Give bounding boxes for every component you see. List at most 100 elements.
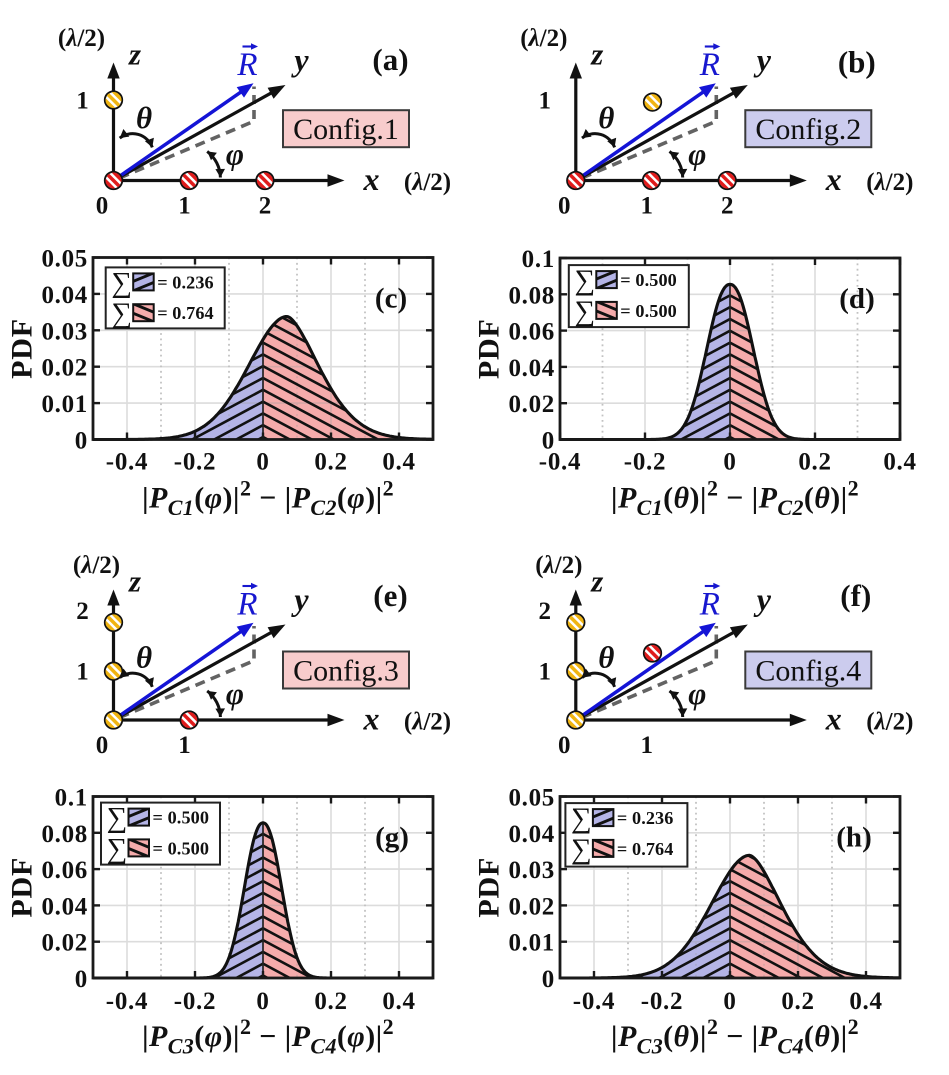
svg-text:0.2: 0.2	[314, 988, 347, 1015]
svg-text:x: x	[825, 161, 842, 197]
svg-text:PDF: PDF	[473, 318, 506, 379]
svg-text:1: 1	[178, 193, 191, 220]
svg-text:(e): (e)	[373, 578, 407, 613]
svg-text:(λ/2): (λ/2)	[404, 169, 451, 196]
svg-text:-0.4: -0.4	[106, 988, 148, 1015]
svg-text:0.02: 0.02	[41, 355, 88, 382]
svg-text:0.01: 0.01	[508, 930, 555, 957]
svg-text:x: x	[363, 161, 380, 197]
svg-text:0.02: 0.02	[41, 930, 88, 957]
svg-text:0.04: 0.04	[41, 282, 88, 309]
svg-text:= 0.236: = 0.236	[617, 808, 674, 828]
svg-text:Config.2: Config.2	[755, 113, 861, 146]
svg-text:0: 0	[723, 449, 736, 476]
svg-text:(b): (b)	[838, 45, 876, 80]
svg-text:0: 0	[542, 428, 555, 455]
svg-text:Config.3: Config.3	[293, 655, 399, 688]
svg-text:0.08: 0.08	[41, 821, 88, 848]
svg-text:0: 0	[96, 193, 109, 220]
svg-text:(λ/2): (λ/2)	[866, 169, 913, 196]
svg-text:(d): (d)	[839, 283, 874, 315]
svg-text:-0.2: -0.2	[174, 988, 216, 1015]
svg-text:0.04: 0.04	[508, 355, 555, 382]
svg-text:0.2: 0.2	[314, 449, 347, 476]
svg-text:0.4: 0.4	[382, 449, 415, 476]
svg-text:0: 0	[96, 732, 109, 759]
svg-text:φ: φ	[226, 676, 244, 711]
svg-text:0.01: 0.01	[41, 391, 88, 418]
svg-text:0: 0	[75, 428, 88, 455]
svg-text:PDF: PDF	[473, 857, 506, 918]
svg-text:0.06: 0.06	[508, 319, 555, 346]
svg-text:0.1: 0.1	[55, 785, 88, 812]
svg-text:2: 2	[539, 598, 552, 625]
svg-text:0: 0	[256, 449, 269, 476]
svg-text:(h): (h)	[836, 822, 871, 854]
svg-text:y: y	[753, 42, 772, 78]
svg-text:-0.4: -0.4	[573, 988, 615, 1015]
svg-text:R: R	[236, 587, 257, 623]
svg-text:0.03: 0.03	[508, 857, 555, 884]
svg-text:0.4: 0.4	[883, 449, 916, 476]
svg-text:R: R	[699, 587, 720, 623]
svg-text:1: 1	[76, 659, 89, 686]
svg-text:∑: ∑	[574, 295, 595, 327]
svg-text:φ: φ	[688, 676, 706, 711]
svg-text:θ: θ	[136, 100, 152, 135]
svg-text:(λ/2): (λ/2)	[535, 552, 582, 579]
svg-text:-0.4: -0.4	[539, 449, 581, 476]
svg-text:-0.2: -0.2	[624, 449, 666, 476]
svg-text:∑: ∑	[111, 298, 132, 330]
svg-text:θ: θ	[598, 100, 614, 135]
svg-text:1: 1	[641, 193, 654, 220]
svg-text:2: 2	[259, 193, 272, 220]
svg-text:-0.2: -0.2	[174, 449, 216, 476]
svg-text:PDF: PDF	[6, 857, 39, 918]
svg-text:0: 0	[558, 193, 571, 220]
svg-text:y: y	[290, 581, 309, 617]
svg-text:Config.1: Config.1	[293, 113, 399, 146]
svg-text:0: 0	[723, 988, 736, 1015]
svg-text:(g): (g)	[375, 822, 409, 854]
svg-text:PDF: PDF	[6, 318, 39, 379]
svg-text:y: y	[753, 581, 772, 617]
svg-text:= 0.500: = 0.500	[153, 838, 210, 858]
svg-text:0: 0	[558, 732, 571, 759]
svg-text:0.04: 0.04	[508, 821, 555, 848]
svg-text:-0.2: -0.2	[641, 988, 683, 1015]
svg-text:(λ/2): (λ/2)	[73, 552, 120, 579]
svg-text:0.4: 0.4	[382, 988, 415, 1015]
svg-text:∑: ∑	[111, 267, 132, 299]
svg-text:= 0.236: = 0.236	[157, 272, 214, 292]
svg-text:(f): (f)	[840, 578, 871, 613]
svg-text:1: 1	[539, 88, 552, 115]
svg-text:= 0.500: = 0.500	[153, 808, 210, 828]
svg-text:1: 1	[178, 732, 191, 759]
svg-text:θ: θ	[598, 640, 614, 675]
svg-text:0: 0	[542, 966, 555, 993]
svg-text:-0.4: -0.4	[106, 449, 148, 476]
svg-text:1: 1	[539, 659, 552, 686]
svg-text:0.06: 0.06	[41, 857, 88, 884]
svg-text:0.08: 0.08	[508, 282, 555, 309]
svg-text:0.4: 0.4	[849, 988, 882, 1015]
svg-text:0.2: 0.2	[798, 449, 831, 476]
svg-text:0.05: 0.05	[41, 246, 88, 273]
svg-text:(λ/2): (λ/2)	[404, 709, 451, 736]
svg-text:z: z	[590, 37, 603, 72]
svg-text:0.05: 0.05	[508, 785, 555, 812]
svg-text:z: z	[128, 564, 141, 599]
svg-text:(λ/2): (λ/2)	[520, 25, 567, 52]
svg-text:z: z	[590, 564, 603, 599]
svg-text:∑: ∑	[571, 833, 592, 865]
svg-text:φ: φ	[688, 137, 706, 172]
svg-text:0.1: 0.1	[522, 246, 555, 273]
svg-text:2: 2	[76, 598, 89, 625]
svg-text:(a): (a)	[372, 42, 408, 77]
svg-text:R: R	[236, 47, 257, 83]
svg-text:Config.4: Config.4	[755, 655, 861, 688]
svg-text:z: z	[128, 37, 141, 72]
svg-text:y: y	[290, 42, 309, 78]
svg-text:∑: ∑	[571, 803, 592, 835]
svg-text:(λ/2): (λ/2)	[58, 25, 105, 52]
